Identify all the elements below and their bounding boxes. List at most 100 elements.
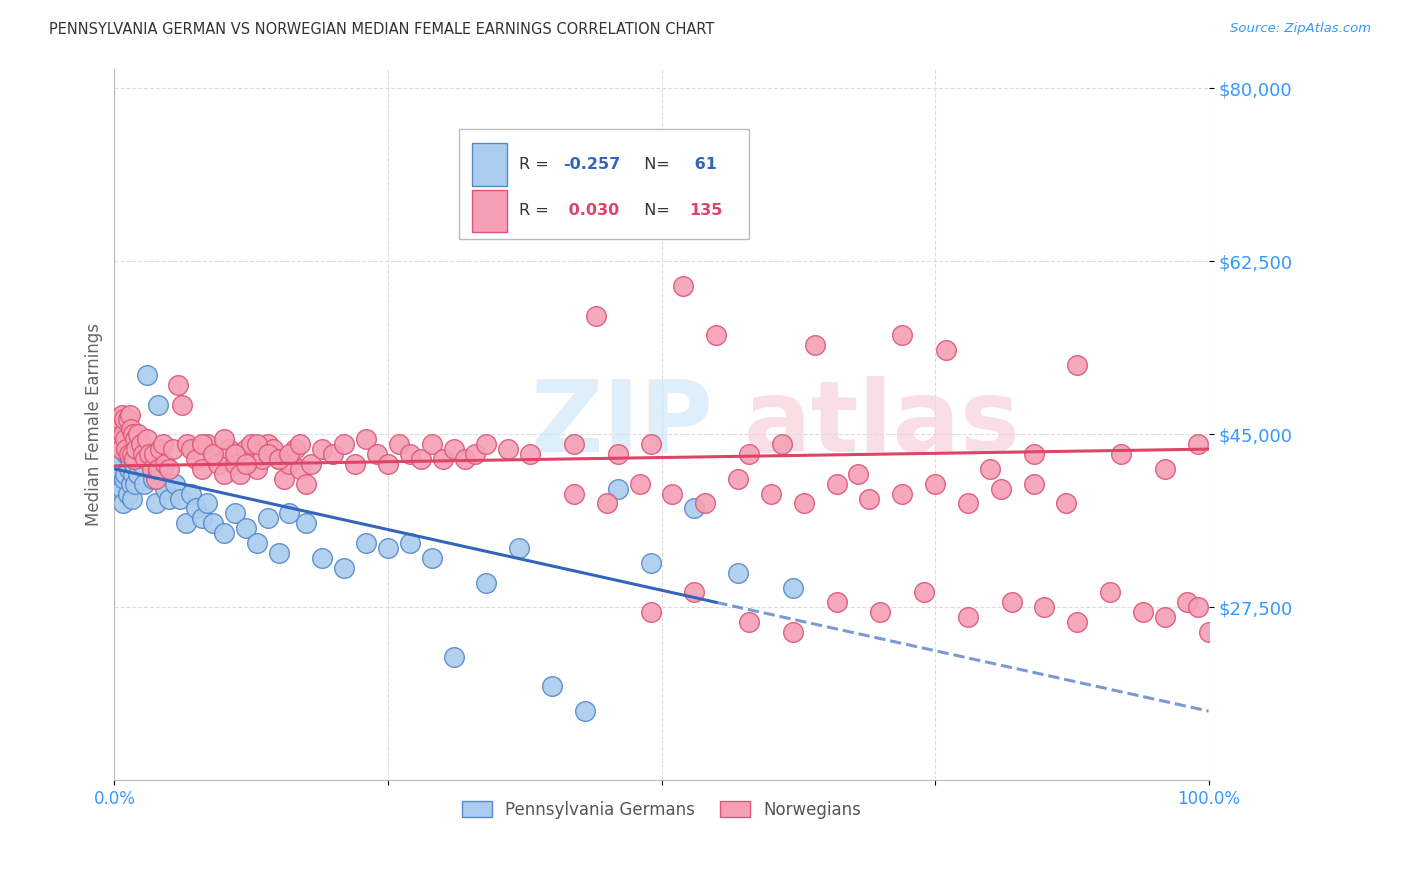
Point: [118, 452, 141, 467]
Point: [125, 442, 148, 457]
Point: [825, 595, 848, 609]
Point: [443, 649, 465, 664]
Point: [1153, 610, 1175, 624]
Point: [191, 462, 214, 476]
Point: [250, 452, 273, 467]
Point: [110, 467, 132, 481]
Text: PENNSYLVANIA GERMAN VS NORWEGIAN MEDIAN FEMALE EARNINGS CORRELATION CHART: PENNSYLVANIA GERMAN VS NORWEGIAN MEDIAN …: [49, 22, 714, 37]
Point: [956, 610, 979, 624]
Point: [120, 476, 142, 491]
Point: [167, 377, 190, 392]
Point: [125, 442, 148, 457]
Point: [122, 427, 145, 442]
Point: [111, 482, 134, 496]
Point: [224, 447, 246, 461]
Text: 61: 61: [689, 157, 717, 172]
Point: [891, 486, 914, 500]
Point: [150, 467, 173, 481]
Text: ZIP: ZIP: [530, 376, 713, 473]
Point: [108, 457, 131, 471]
Point: [112, 472, 135, 486]
Point: [278, 447, 301, 461]
Point: [127, 467, 149, 481]
Point: [825, 476, 848, 491]
Point: [121, 491, 143, 506]
Point: [176, 437, 198, 451]
Point: [409, 452, 432, 467]
Point: [727, 566, 749, 580]
Point: [124, 476, 146, 491]
Point: [1187, 437, 1209, 451]
Point: [114, 432, 136, 446]
Point: [212, 526, 235, 541]
Point: [218, 442, 240, 457]
Point: [256, 447, 278, 461]
Point: [979, 462, 1001, 476]
Point: [290, 437, 312, 451]
Point: [377, 541, 399, 555]
Bar: [472, 189, 508, 232]
Text: N=: N=: [634, 157, 675, 172]
Bar: [472, 144, 508, 186]
Point: [640, 556, 662, 570]
Point: [606, 482, 628, 496]
Point: [122, 457, 145, 471]
Point: [124, 432, 146, 446]
Point: [912, 585, 935, 599]
Point: [186, 452, 208, 467]
Point: [142, 472, 165, 486]
Point: [295, 476, 318, 491]
Legend: Pennsylvania Germans, Norwegians: Pennsylvania Germans, Norwegians: [456, 794, 868, 825]
Point: [127, 427, 149, 442]
Point: [672, 279, 695, 293]
Point: [120, 422, 142, 436]
Point: [235, 521, 257, 535]
Point: [1066, 615, 1088, 629]
Point: [201, 516, 224, 531]
Point: [273, 472, 295, 486]
Point: [1022, 447, 1045, 461]
Point: [290, 462, 312, 476]
Point: [145, 472, 167, 486]
Point: [398, 447, 420, 461]
Point: [1099, 585, 1122, 599]
Point: [139, 457, 162, 471]
Point: [585, 309, 607, 323]
Point: [770, 437, 793, 451]
Point: [935, 343, 957, 358]
Point: [149, 442, 172, 457]
Point: [628, 476, 651, 491]
Point: [562, 486, 585, 500]
Point: [420, 437, 443, 451]
Point: [541, 175, 564, 189]
Point: [924, 476, 946, 491]
Point: [782, 625, 804, 640]
Point: [738, 447, 761, 461]
Point: [262, 442, 284, 457]
Point: [115, 442, 138, 457]
Point: [574, 704, 596, 718]
Point: [121, 447, 143, 461]
Point: [704, 328, 727, 343]
Point: [508, 541, 530, 555]
Point: [148, 462, 170, 476]
Point: [235, 442, 257, 457]
Point: [136, 368, 159, 382]
Point: [1054, 496, 1077, 510]
Point: [464, 447, 486, 461]
Point: [172, 398, 194, 412]
Point: [163, 476, 186, 491]
FancyBboxPatch shape: [460, 129, 749, 239]
Point: [136, 432, 159, 446]
Point: [1187, 600, 1209, 615]
Text: 0.030: 0.030: [562, 203, 619, 219]
Point: [858, 491, 880, 506]
Point: [128, 437, 150, 451]
Point: [782, 581, 804, 595]
Point: [107, 412, 129, 426]
Point: [267, 452, 290, 467]
Point: [110, 442, 132, 457]
Point: [295, 516, 318, 531]
Point: [453, 452, 475, 467]
Point: [541, 679, 564, 693]
